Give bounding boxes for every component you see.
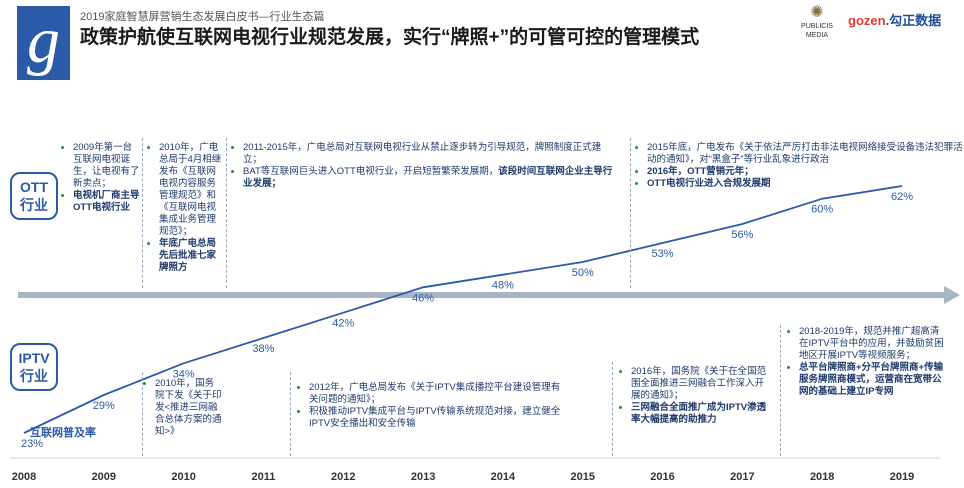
annotation-item: 电视机厂商主导OTT电视行业	[73, 190, 140, 214]
data-label: 60%	[811, 204, 833, 216]
data-label: 53%	[652, 248, 674, 260]
annotation-item: 2010年，国务院下发《关于印发<推进三网融合总体方案的通知>》	[155, 378, 222, 438]
annotation-item: 2016年，OTT营销元年；	[647, 166, 964, 178]
annotation-item: 2018-2019年，规范并推广超高清在IPTV平台中的应用，并鼓励贫困地区开展…	[799, 326, 946, 362]
divider	[226, 138, 227, 288]
annotation-item: 总平台牌照商+分平台牌照商+传输服务牌照商模式，运营商在宽带公网的基础上建立IP…	[799, 362, 946, 398]
data-label: 62%	[891, 191, 913, 203]
x-tick-label: 2008	[12, 471, 36, 483]
divider	[142, 372, 143, 456]
ott-label-text: OTT 行业	[20, 179, 48, 213]
iptv-label-text: IPTV 行业	[18, 350, 50, 384]
x-tick-label: 2014	[491, 471, 516, 483]
divider	[612, 362, 613, 456]
ott-2015-annotation: 2015年底，广电发布《关于依法严厉打击非法电视网络接受设备违法犯罪活动的通知》…	[638, 142, 964, 190]
data-label: 23%	[21, 438, 43, 450]
iptv-industry-label: IPTV 行业	[10, 343, 58, 391]
iptv-2010-annotation: 2010年，国务院下发《关于印发<推进三网融合总体方案的通知>》	[146, 378, 222, 438]
timeline-axis	[10, 286, 960, 459]
internet-penetration-line	[23, 185, 903, 434]
x-tick-labels: 2008 2009 2010 2011 2012 2013 2014 2015 2016 2017…	[12, 471, 914, 483]
page-title: 政策护航使互联网电视行业规范发展，实行“牌照+”的可管可控的管理模式	[80, 27, 700, 48]
annotation-text: BAT等互联网巨头进入OTT电视行业，开启短暂繁荣发展期，	[243, 166, 499, 177]
sun-icon: ✺	[810, 4, 824, 21]
x-tick-label: 2011	[252, 471, 276, 483]
x-tick-label: 2016	[650, 471, 674, 483]
brand1-line1: PUBLICIS	[801, 23, 833, 30]
data-labels-group: 23% 29% 34% 38% 42% 46% 48% 50% 53% 56% 60% 62%	[21, 191, 913, 450]
annotation-bold: OTT电视行业进入合规发展期	[647, 178, 771, 189]
annotation-item: 2010年，广电总局于4月相继发布《互联网电视内容服务管理规范》和《互联网电视集…	[159, 142, 224, 238]
brand2-mark: gozen	[848, 13, 886, 28]
annotation-bold: 年底广电总局先后批准七家牌照方	[159, 238, 217, 273]
annotation-item: 2015年底，广电发布《关于依法严厉打击非法电视网络接受设备违法犯罪活动的通知》…	[647, 142, 964, 166]
annotation-item: 2009年第一台互联网电视诞生，让电视有了新卖点；	[73, 142, 140, 190]
gozen-data-logo: gozen.勾正数据	[848, 10, 941, 29]
x-tick-label: 2013	[411, 471, 435, 483]
data-label: 50%	[572, 267, 594, 279]
data-label: 56%	[731, 229, 753, 241]
x-tick-label: 2017	[730, 471, 754, 483]
annotation-item: 三网融合全面推广成为IPTV渗透率大幅提高的助推力	[631, 402, 772, 426]
annotation-bold: 2016年，OTT营销元年；	[647, 166, 754, 177]
data-label: 29%	[93, 400, 115, 412]
iptv-2012-annotation: 2012年，广电总局发布《关于IPTV集成播控平台建设管理有关问题的通知》； 积…	[300, 382, 566, 430]
divider	[780, 325, 781, 456]
divider	[142, 138, 143, 288]
ott-industry-label: OTT 行业	[10, 172, 58, 220]
ott-2010-annotation: 2010年，广电总局于4月相继发布《互联网电视内容服务管理规范》和《互联网电视集…	[150, 142, 224, 274]
annotation-item: OTT电视行业进入合规发展期	[647, 178, 964, 190]
report-subtitle: 2019家庭智慧屏营销生态发展白皮书—行业生态篇	[80, 11, 325, 23]
data-label: 38%	[252, 343, 274, 355]
annotation-bold: 电视机厂商主导OTT电视行业	[73, 190, 140, 213]
gozen-g-logo: g	[17, 6, 70, 80]
x-tick-label: 2009	[92, 471, 116, 483]
iptv-2018-annotation: 2018-2019年，规范并推广超高清在IPTV平台中的应用，并鼓励贫困地区开展…	[790, 326, 946, 398]
x-tick-label: 2012	[331, 471, 355, 483]
annotation-item: 年底广电总局先后批准七家牌照方	[159, 238, 224, 274]
brand2-text: .勾正数据	[885, 13, 942, 28]
series-line-group	[23, 185, 903, 434]
publicis-media-logo: ✺ PUBLICIS MEDIA	[792, 4, 842, 42]
data-label: 42%	[332, 318, 354, 330]
annotation-item: 2011-2015年，广电总局对互联网电视行业从禁止逐步转为引导规范，牌照制度正…	[243, 142, 614, 166]
annotation-item: BAT等互联网巨头进入OTT电视行业，开启短暂繁荣发展期，该段时间互联网企业主导…	[243, 166, 614, 190]
x-tick-label: 2010	[171, 471, 195, 483]
x-tick-label: 2015	[570, 471, 594, 483]
x-tick-label: 2019	[890, 471, 914, 483]
x-tick-label: 2018	[810, 471, 834, 483]
annotation-item: 积极推动IPTV集成平台与IPTV传输系统规范对接，建立健全IPTV安全播出和安…	[309, 406, 566, 430]
annotation-bold: 总平台牌照商+分平台牌照商+传输服务牌照商模式，运营商在宽带公网的基础上建立IP…	[799, 362, 944, 397]
divider	[630, 138, 631, 288]
data-label: 48%	[492, 280, 514, 292]
annotation-item: 2016年，国务院《关于在全国范围全面推进三网融合工作深入开展的通知》；	[631, 366, 772, 402]
annotation-bold: 该段时间互联网企业主导行业发展；	[243, 166, 613, 189]
iptv-2016-annotation: 2016年，国务院《关于在全国范围全面推进三网融合工作深入开展的通知》； 三网融…	[622, 366, 772, 426]
ott-2011-annotation: 2011-2015年，广电总局对互联网电视行业从禁止逐步转为引导规范，牌照制度正…	[234, 142, 614, 190]
annotation-bold: 三网融合全面推广成为IPTV渗透率大幅提高的助推力	[631, 402, 767, 425]
ott-2009-annotation: 2009年第一台互联网电视诞生，让电视有了新卖点； 电视机厂商主导OTT电视行业	[64, 142, 140, 214]
data-label: 46%	[412, 292, 434, 304]
timeline-arrow	[18, 286, 960, 304]
divider	[290, 372, 291, 456]
series-name-label: 互联网普及率	[30, 427, 96, 439]
brand1-line2: MEDIA	[805, 32, 829, 39]
data-label: 34%	[173, 368, 195, 380]
annotation-item: 2012年，广电总局发布《关于IPTV集成播控平台建设管理有关问题的通知》；	[309, 382, 566, 406]
